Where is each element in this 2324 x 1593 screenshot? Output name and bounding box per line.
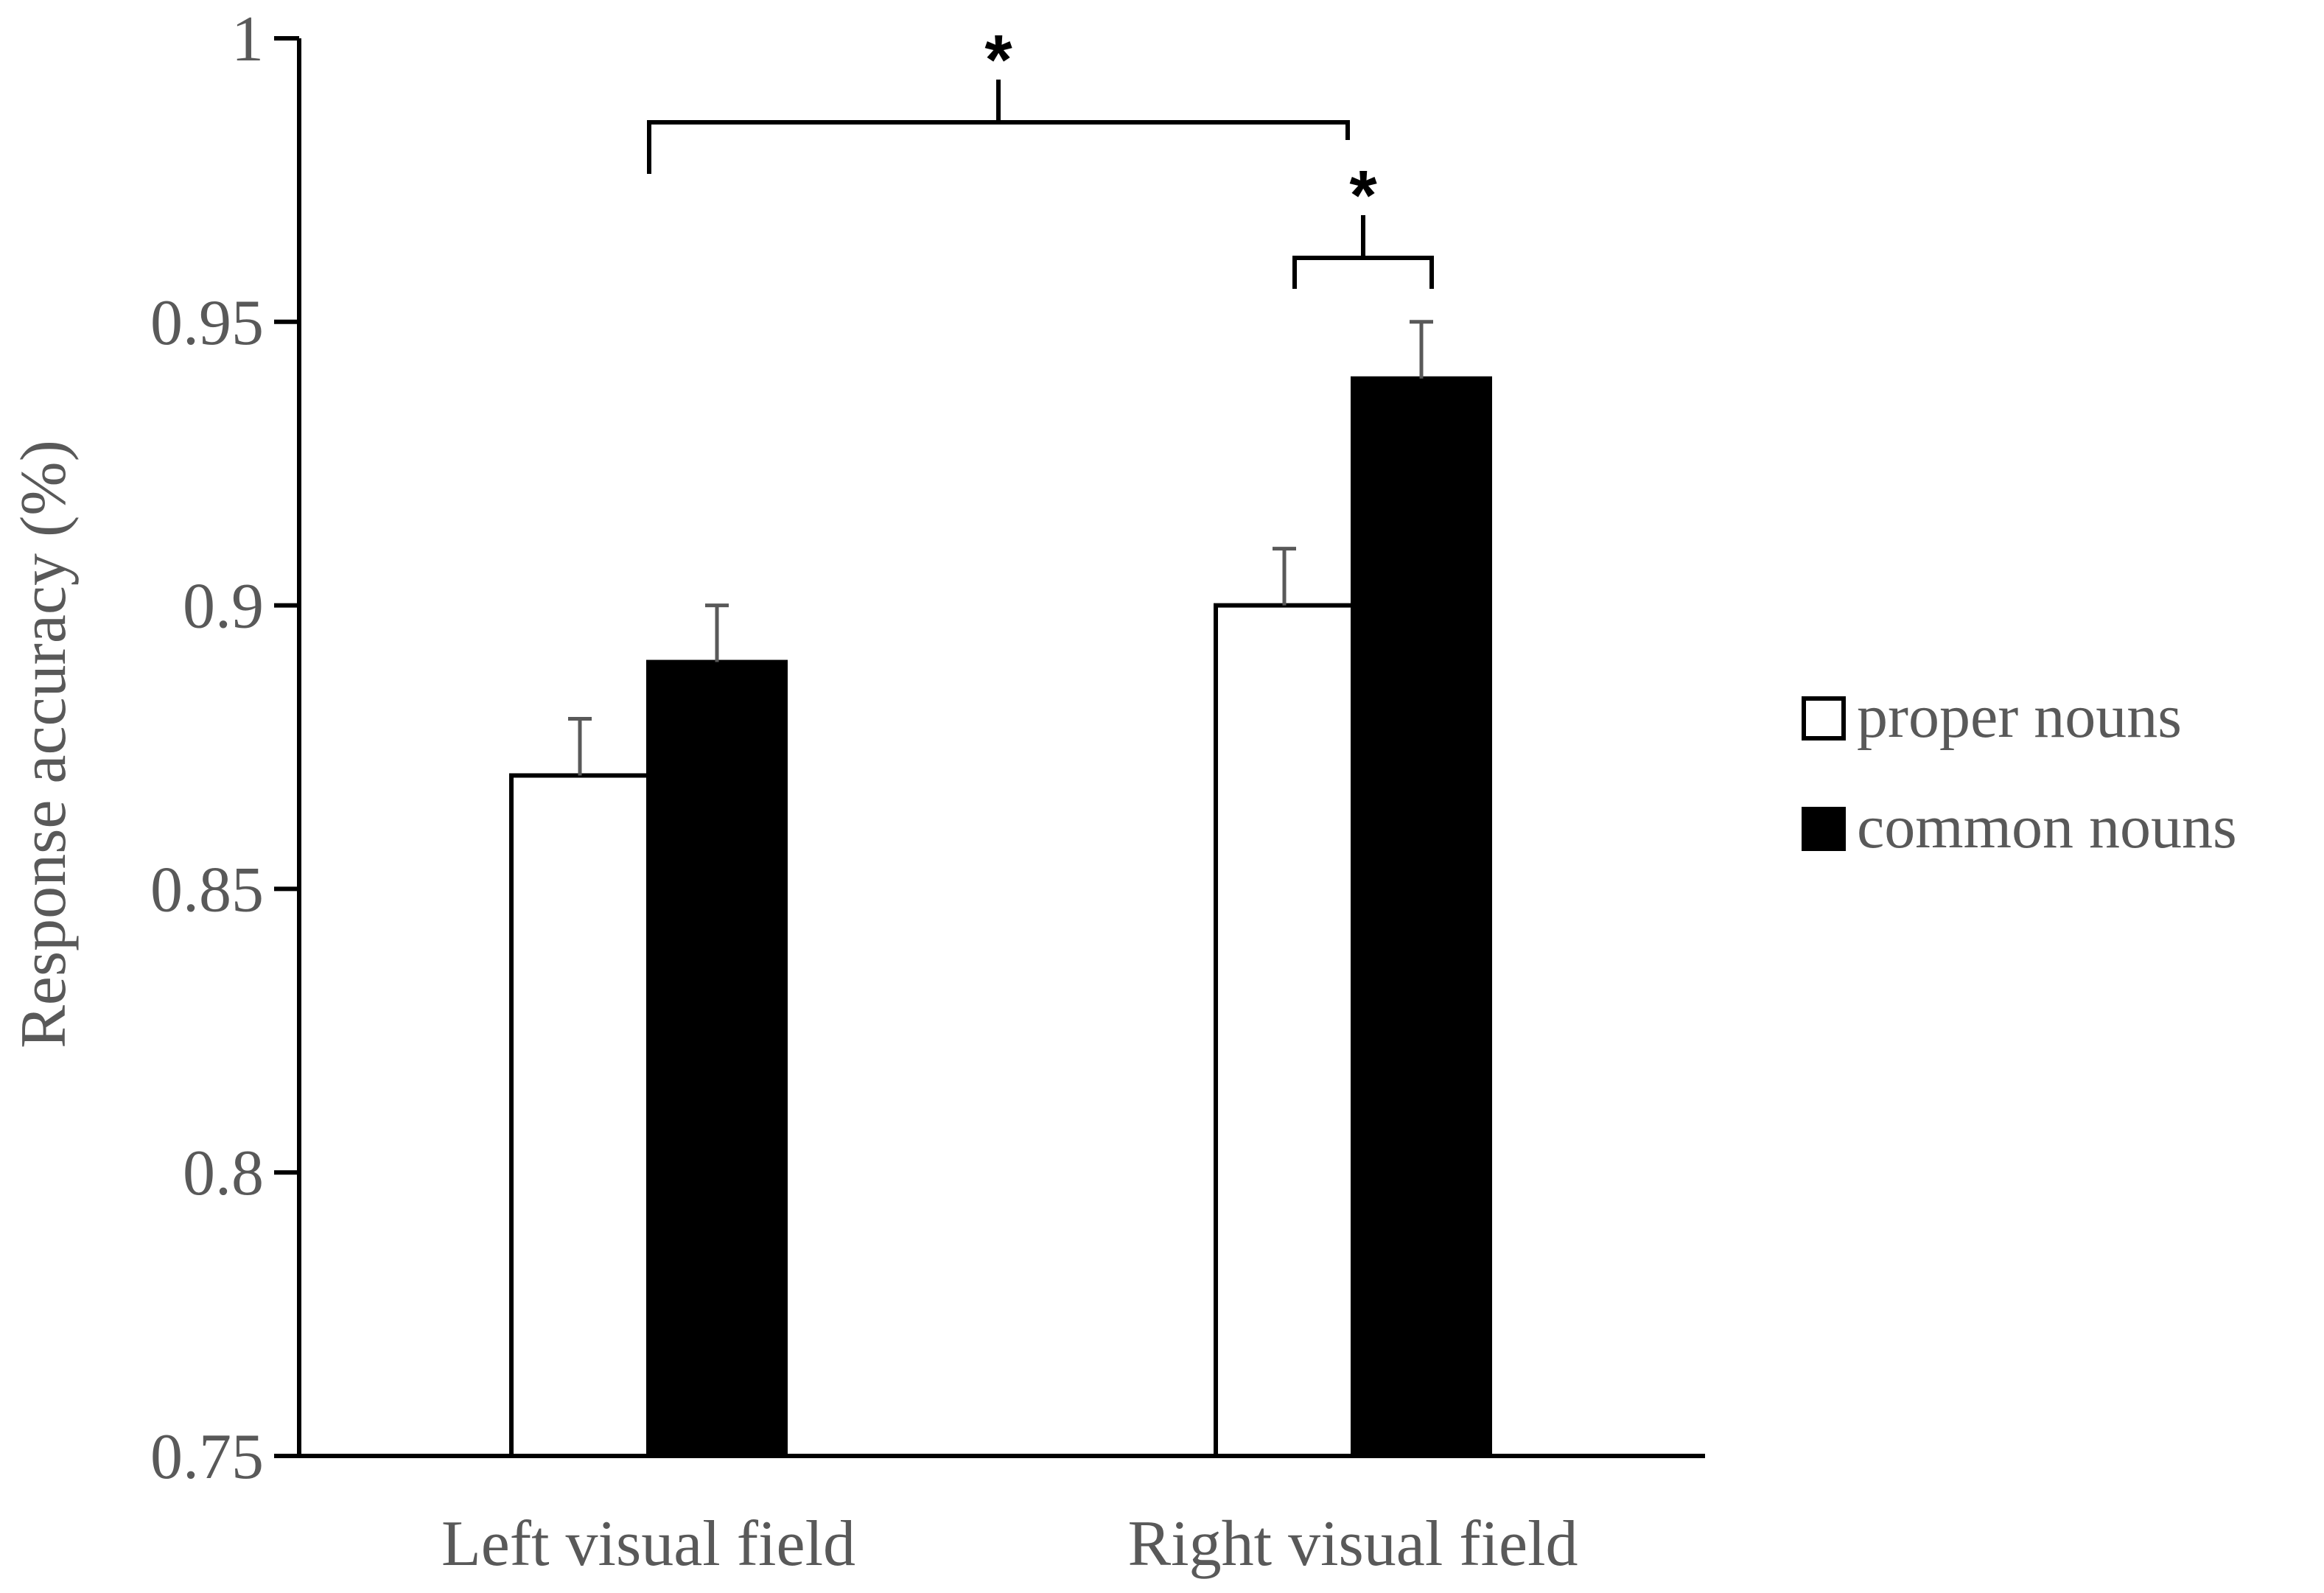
significance-brackets: ** (647, 21, 1434, 289)
y-tick-label: 0.75 (150, 1421, 264, 1493)
x-category-label: Left visual field (441, 1508, 855, 1580)
y-tick-label: 0.8 (183, 1138, 264, 1209)
y-tick-label: 1 (231, 4, 264, 75)
bar-proper-nouns-0 (509, 773, 651, 1458)
bars (509, 376, 1492, 1458)
significance-star: * (984, 21, 1012, 99)
x-category-label: Right visual field (1127, 1508, 1578, 1580)
y-tick-label: 0.95 (150, 287, 264, 359)
y-axis-label: Response accuracy (%) (8, 440, 80, 1048)
y-tick-label: 0.85 (150, 854, 264, 925)
legend-label: common nouns (1857, 793, 2237, 861)
significance-bracket (647, 120, 1350, 174)
error-bars (568, 320, 1433, 776)
legend-swatch-proper-nouns (1802, 696, 1846, 741)
bar-common-nouns-1 (1351, 376, 1492, 1458)
y-axis-ticks: 0.75 0.8 0.85 0.9 0.95 1 (150, 4, 299, 1493)
y-tick-label: 0.9 (183, 571, 264, 643)
significance-star: * (1349, 156, 1377, 235)
legend-label: proper nouns (1857, 682, 2182, 751)
significance-bracket (1292, 256, 1434, 289)
bar-proper-nouns-1 (1214, 603, 1355, 1458)
category-labels: Left visual field Right visual field (441, 1508, 1578, 1580)
legend: proper nouns common nouns (1802, 682, 2237, 861)
bar-common-nouns-0 (646, 659, 788, 1458)
legend-swatch-common-nouns (1802, 807, 1846, 851)
